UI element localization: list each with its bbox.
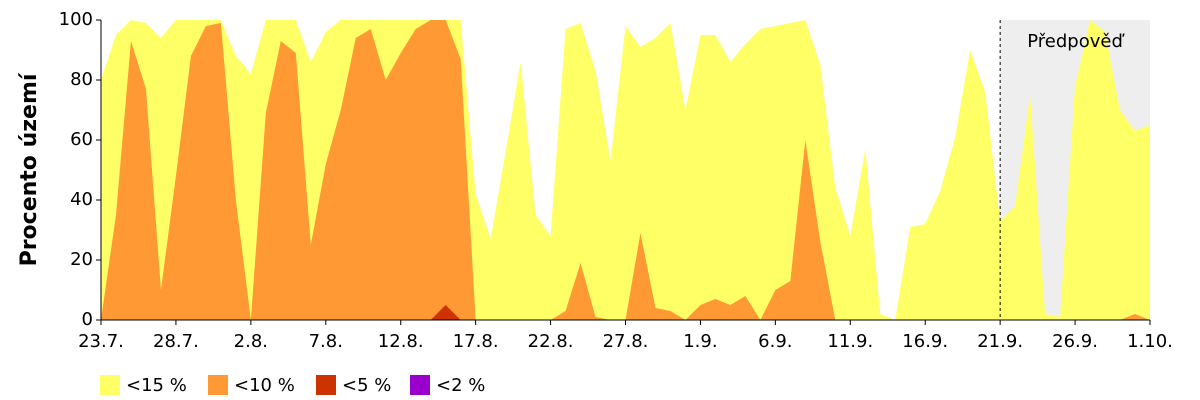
x-tick-label: 12.8. <box>378 331 424 352</box>
x-tick-label: 22.8. <box>528 331 574 352</box>
y-tick-label: 20 <box>70 249 93 270</box>
legend-label: <2 % <box>436 375 485 396</box>
x-tick-label: 27.8. <box>603 331 649 352</box>
legend-swatch <box>100 375 120 395</box>
legend-label: <10 % <box>234 375 295 396</box>
x-tick-label: 6.9. <box>758 331 792 352</box>
x-tick-label: 1.9. <box>683 331 717 352</box>
x-tick-label: 26.9. <box>1052 331 1098 352</box>
legend-swatch <box>410 375 430 395</box>
x-tick-label: 11.9. <box>827 331 873 352</box>
legend-label: <15 % <box>126 375 187 396</box>
y-tick-label: 80 <box>70 69 93 90</box>
x-tick-label: 28.7. <box>153 331 199 352</box>
x-tick-label: 1.10. <box>1127 331 1173 352</box>
x-tick-label: 16.9. <box>902 331 948 352</box>
legend-swatch <box>316 375 336 395</box>
y-axis-label: Procento území <box>17 72 42 266</box>
x-tick-label: 17.8. <box>453 331 499 352</box>
legend-label: <5 % <box>342 375 391 396</box>
y-tick-label: 0 <box>82 309 93 330</box>
y-tick-label: 60 <box>70 129 93 150</box>
x-tick-label: 21.9. <box>977 331 1023 352</box>
legend-swatch <box>208 375 228 395</box>
y-tick-label: 100 <box>59 9 93 30</box>
x-tick-label: 7.8. <box>309 331 343 352</box>
x-tick-label: 2.8. <box>234 331 268 352</box>
area <box>101 20 1150 320</box>
x-tick-label: 23.7. <box>78 331 124 352</box>
y-tick-label: 40 <box>70 189 93 210</box>
forecast-label: Předpověď <box>1027 31 1125 52</box>
